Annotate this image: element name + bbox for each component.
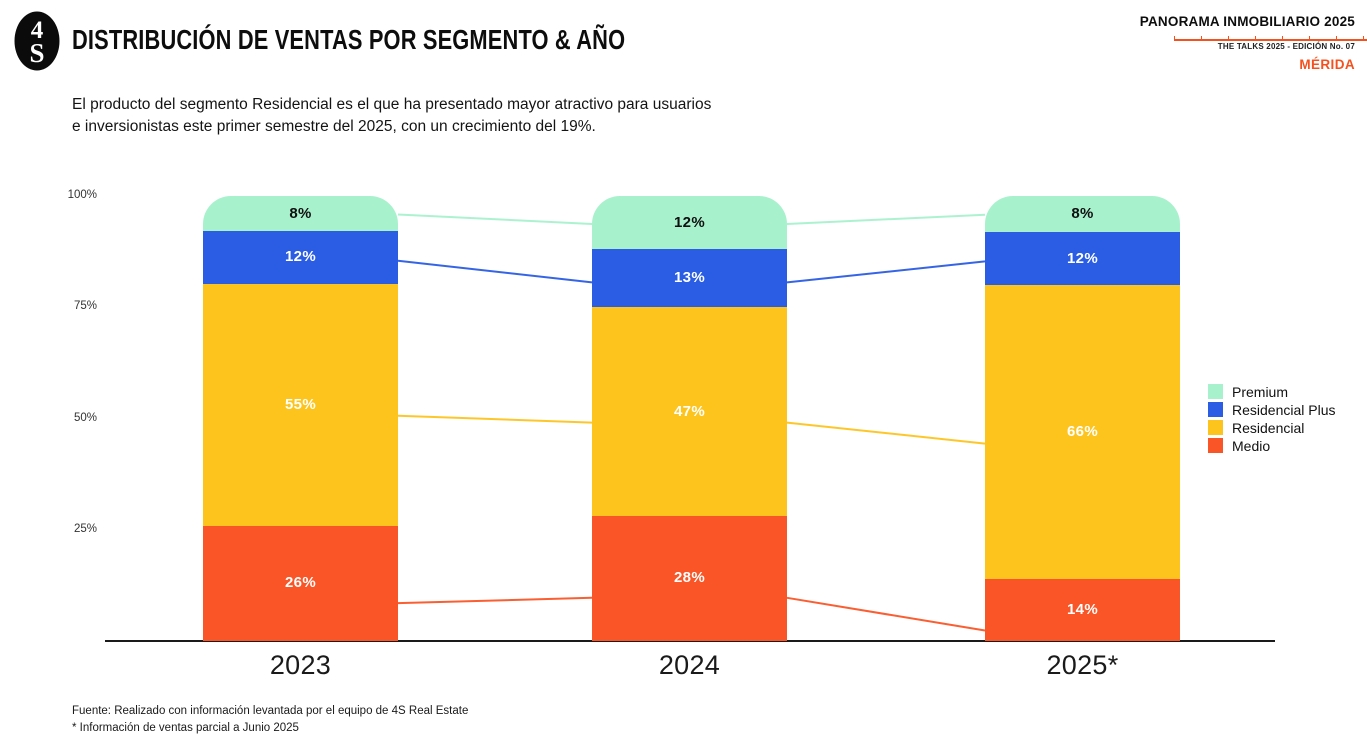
source-note: Fuente: Realizado con información levant… bbox=[72, 705, 469, 717]
4s-logo-icon: 4 S bbox=[14, 11, 60, 71]
legend-item-residencial-plus: Residencial Plus bbox=[1208, 401, 1336, 418]
segment-value-label: 8% bbox=[289, 205, 312, 222]
page-title: DISTRIBUCIÓN DE VENTAS POR SEGMENTO & AÑ… bbox=[72, 24, 626, 55]
segment-value-label: 12% bbox=[674, 214, 705, 231]
footer: Fuente: Realizado con información levant… bbox=[72, 703, 468, 738]
segment-value-label: 26% bbox=[285, 574, 316, 592]
header-right-block: PANORAMA INMOBILIARIO 2025 THE TALKS 202… bbox=[1095, 14, 1367, 72]
legend-swatch bbox=[1208, 420, 1223, 435]
bar-2023-segment-residencial bbox=[203, 284, 398, 527]
y-tick-label: 75% bbox=[73, 300, 97, 313]
legend-swatch bbox=[1208, 402, 1223, 417]
bar-2024-segment-residencial-plus bbox=[592, 249, 787, 308]
legend-item-residencial: Residencial bbox=[1208, 419, 1336, 436]
segment-value-label: 28% bbox=[674, 569, 705, 587]
city-label: MÉRIDA bbox=[1299, 57, 1355, 72]
segment-value-label: 66% bbox=[1067, 423, 1098, 440]
bar-2023-segment-residencial-plus bbox=[203, 231, 398, 285]
bar-2024-segment-residencial bbox=[592, 307, 787, 517]
4s-logo: 4 S bbox=[14, 11, 60, 76]
bar-2024-segment-premium bbox=[592, 196, 787, 250]
connector-line-medio-gap1 bbox=[397, 596, 593, 605]
segment-value-label: 8% bbox=[1071, 205, 1094, 222]
legend-label: Residencial Plus bbox=[1232, 401, 1336, 418]
svg-text:S: S bbox=[29, 38, 44, 68]
x-axis-line bbox=[105, 640, 1275, 642]
legend-item-premium: Premium bbox=[1208, 383, 1336, 400]
legend-swatch bbox=[1208, 438, 1223, 453]
connector-line-premium-gap1 bbox=[397, 213, 593, 225]
bar-2025-segment-premium bbox=[985, 196, 1180, 232]
partial-data-note: * Información de ventas parcial a Junio … bbox=[72, 722, 299, 735]
segment-value-label: 13% bbox=[674, 269, 705, 287]
chart-legend: Premium Residencial Plus Residencial Medio bbox=[1208, 384, 1336, 456]
legend-label: Premium bbox=[1232, 383, 1289, 400]
segment-value-label: 12% bbox=[1067, 249, 1098, 267]
bar-2023-segment-medio bbox=[203, 526, 398, 641]
x-tick-label: 2024 bbox=[658, 650, 721, 680]
x-tick-label: 2023 bbox=[269, 650, 332, 680]
segment-value-label: 47% bbox=[674, 403, 705, 421]
chart-description: El producto del segmento Residencial es … bbox=[72, 96, 712, 135]
y-tick-label: 50% bbox=[73, 411, 97, 424]
legend-item-medio: Medio bbox=[1208, 437, 1336, 454]
connector-line-residencial-plus-gap2 bbox=[786, 260, 986, 284]
legend-label: Medio bbox=[1232, 437, 1271, 454]
bar-2024-segment-medio bbox=[592, 516, 787, 641]
y-tick-label: 25% bbox=[73, 522, 97, 535]
connector-line-medio-gap2 bbox=[786, 596, 986, 632]
edition-label: THE TALKS 2025 - EDICIÓN No. 07 bbox=[1217, 42, 1355, 51]
connector-line-premium-gap2 bbox=[786, 213, 986, 225]
bar-2025-segment-residencial-plus bbox=[985, 231, 1180, 285]
svg-text:4: 4 bbox=[31, 17, 44, 44]
y-tick-label: 100% bbox=[67, 189, 97, 201]
connector-line-residencial-gap1 bbox=[397, 414, 593, 424]
connector-line-residencial-gap2 bbox=[786, 421, 986, 445]
connector-line-residencial-plus-gap1 bbox=[397, 259, 593, 284]
accent-rule bbox=[1174, 36, 1367, 41]
segment-value-label: 12% bbox=[285, 248, 316, 266]
x-tick-label: 2025* bbox=[1046, 650, 1119, 680]
bar-2023-segment-premium bbox=[203, 196, 398, 232]
segment-value-label: 14% bbox=[1067, 600, 1098, 618]
legend-swatch bbox=[1208, 384, 1223, 399]
legend-label: Residencial bbox=[1232, 419, 1305, 436]
bar-2025-segment-medio bbox=[985, 578, 1180, 641]
segment-value-label: 55% bbox=[285, 396, 316, 414]
bar-2025-segment-residencial bbox=[985, 285, 1180, 579]
report-kicker: PANORAMA INMOBILIARIO 2025 bbox=[1139, 14, 1355, 29]
